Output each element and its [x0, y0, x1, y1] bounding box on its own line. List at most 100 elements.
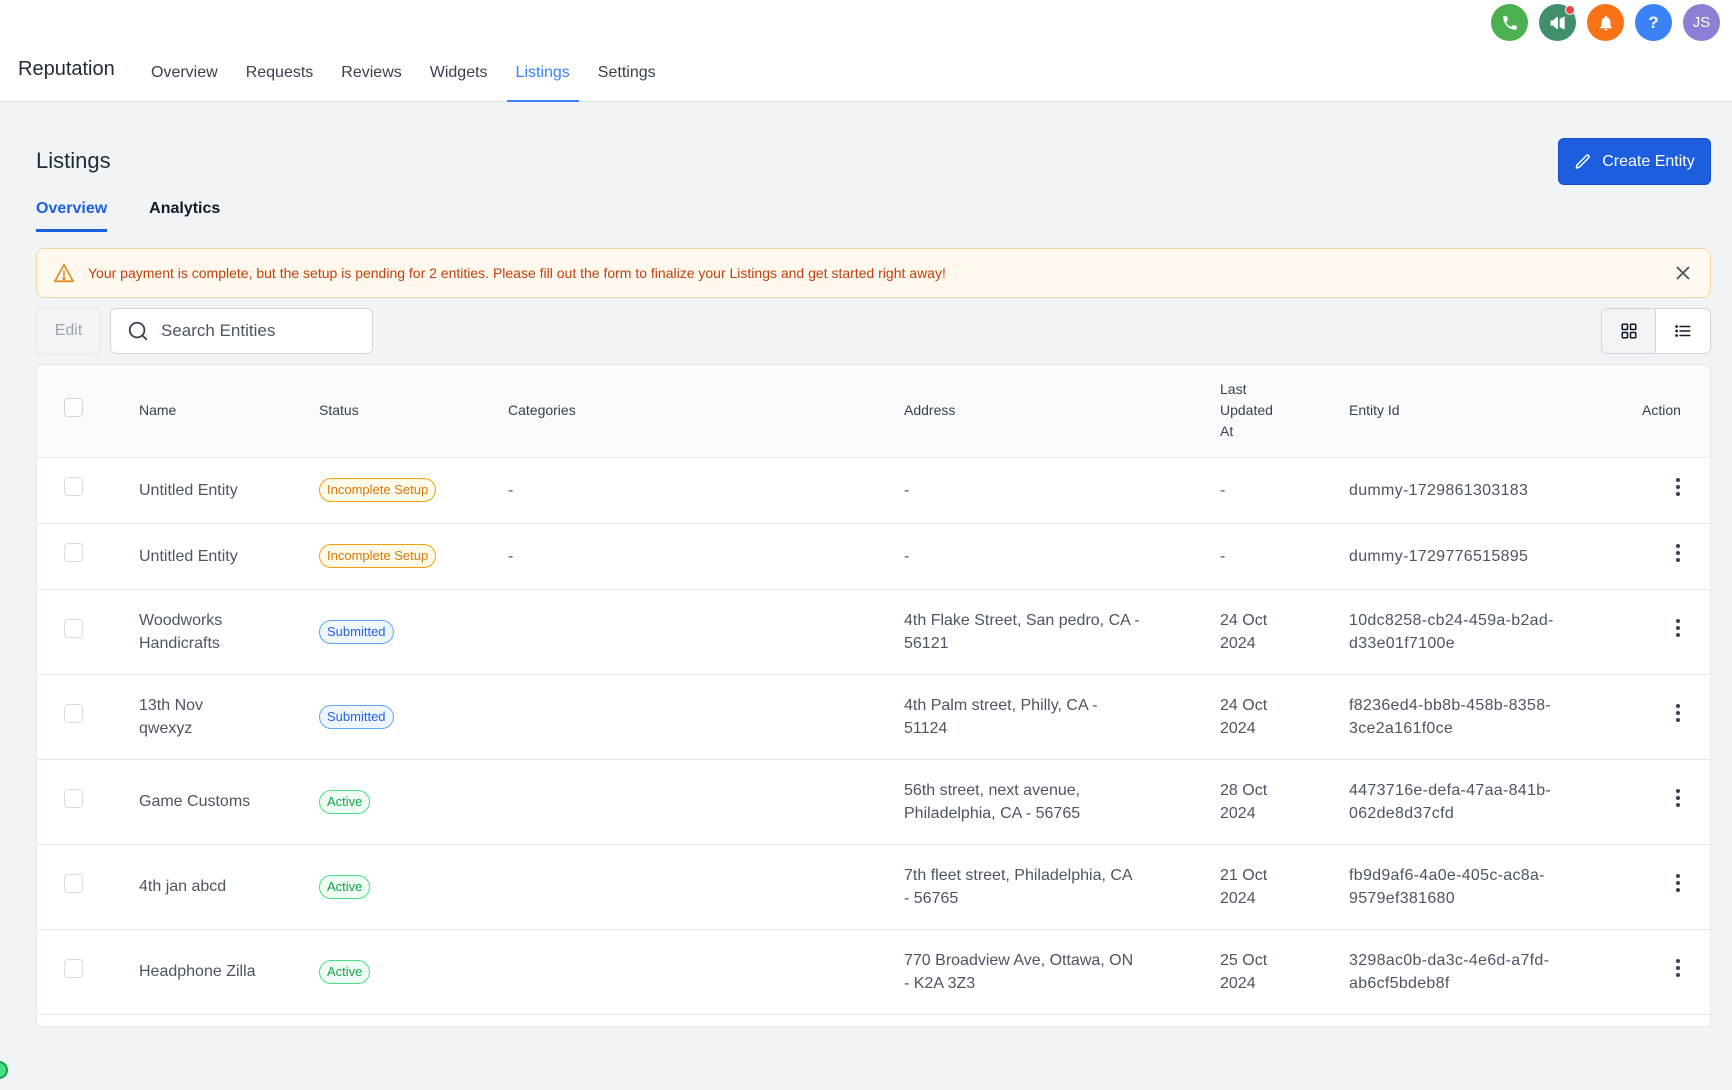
- last-updated-line2: 2024: [1220, 804, 1256, 822]
- column-action: Action: [1639, 365, 1710, 458]
- column-last-updated: Last Updated At: [1220, 365, 1349, 458]
- more-vertical-icon[interactable]: [1666, 786, 1690, 810]
- status-badge: Active: [319, 874, 371, 899]
- page-title: Listings: [36, 148, 111, 173]
- last-updated-line2: 2024: [1220, 889, 1256, 907]
- more-vertical-icon[interactable]: [1666, 701, 1690, 725]
- last-updated-line2: 2024: [1220, 634, 1256, 652]
- nav-settings[interactable]: Settings: [597, 64, 656, 81]
- select-all-checkbox[interactable]: [64, 398, 83, 418]
- entity-id: dummy-1729861303183: [1349, 481, 1529, 499]
- status-badge: Active: [319, 789, 371, 814]
- table-row[interactable]: Game Customs Active 56th street, next aven…: [37, 759, 1710, 845]
- payment-alert: Your payment is complete, but the setup …: [36, 248, 1711, 298]
- last-updated: -: [1220, 547, 1226, 565]
- table-row[interactable]: Untitled Entity Incomplete Setup - - - dummy-…: [37, 457, 1710, 524]
- warning-icon: [54, 263, 74, 283]
- table-header-row: Name Status Categories Address Last Upda…: [37, 365, 1710, 458]
- notification-dot: [1565, 5, 1575, 15]
- entity-name: Untitled Entity: [139, 481, 238, 499]
- row-checkbox[interactable]: [64, 618, 83, 638]
- column-address: Address: [904, 365, 1220, 458]
- entity-address: 4th Flake Street, San pedro, CA -: [904, 611, 1140, 629]
- nav-widgets[interactable]: Widgets: [429, 64, 488, 81]
- last-updated: -: [1220, 481, 1226, 499]
- entity-name: 4th jan abcd: [139, 878, 227, 895]
- top-header: Reputation Overview Requests Reviews Wid…: [0, 0, 1732, 102]
- row-checkbox[interactable]: [64, 873, 83, 893]
- entity-id: dummy-1729776515895: [1349, 547, 1529, 565]
- avatar[interactable]: JS: [1683, 4, 1720, 41]
- list-icon: [1675, 325, 1691, 337]
- row-checkbox[interactable]: [64, 958, 83, 978]
- bell-icon[interactable]: [1587, 4, 1624, 41]
- row-checkbox[interactable]: [64, 703, 83, 723]
- table-row[interactable]: 13th Nov qwexyz Submitted 4th Palm street, …: [37, 674, 1710, 760]
- main-nav: Overview Requests Reviews Widgets Listin…: [151, 54, 684, 102]
- entity-address: 4th Palm street, Philly, CA -: [904, 696, 1098, 714]
- last-updated: 21 Oct: [1220, 866, 1268, 884]
- phone-icon[interactable]: [1491, 4, 1528, 41]
- help-icon[interactable]: ?: [1635, 4, 1672, 41]
- grid-icon: [1621, 323, 1636, 339]
- entity-categories: -: [508, 523, 904, 590]
- entity-categories: [508, 674, 904, 760]
- alert-message: Your payment is complete, but the setup …: [88, 265, 946, 281]
- row-checkbox[interactable]: [64, 543, 83, 562]
- entity-id: 10dc8258-cb24-459a-b2ad-: [1349, 611, 1554, 629]
- entity-id: 4473716e-defa-47aa-841b-: [1349, 781, 1552, 799]
- column-status: Status: [319, 365, 508, 458]
- last-updated: 25 Oct: [1220, 951, 1268, 969]
- column-name: Name: [139, 365, 319, 458]
- close-icon[interactable]: [1672, 262, 1694, 284]
- table-row[interactable]: Headphone Zilla Active 770 Broadview Ave, …: [37, 929, 1710, 1015]
- pencil-icon: [1575, 153, 1591, 169]
- create-entity-button[interactable]: Create Entity: [1558, 138, 1711, 185]
- view-toggle: [1601, 308, 1711, 354]
- status-badge: Incomplete Setup: [319, 544, 437, 568]
- last-updated-line2: 2024: [1220, 719, 1256, 737]
- table-row[interactable]: Woodworks Handicrafts Submitted 4th Flake S…: [37, 589, 1710, 675]
- status-badge: Submitted: [319, 704, 394, 729]
- more-vertical-icon[interactable]: [1666, 541, 1690, 565]
- create-entity-label: Create Entity: [1602, 152, 1695, 170]
- last-updated-line2: 2024: [1220, 974, 1256, 992]
- more-vertical-icon[interactable]: [1666, 956, 1690, 980]
- entity-name-line2: qwexyz: [139, 719, 193, 737]
- entities-table: Name Status Categories Address Last Upda…: [36, 364, 1711, 1027]
- entity-name: 13th Nov: [139, 696, 204, 714]
- edit-button[interactable]: Edit: [36, 308, 101, 354]
- nav-overview[interactable]: Overview: [151, 64, 218, 81]
- header-actions: ? JS: [1480, 4, 1720, 41]
- entity-categories: [508, 929, 904, 1015]
- entity-address: -: [904, 481, 910, 499]
- nav-listings[interactable]: Listings: [506, 54, 580, 102]
- table-row[interactable]: Untitled Entity Incomplete Setup - - - dummy-…: [37, 523, 1710, 590]
- megaphone-icon[interactable]: [1539, 4, 1576, 41]
- entity-id-line2: ab6cf5bdeb8f: [1349, 974, 1450, 992]
- list-view-button[interactable]: [1656, 309, 1710, 353]
- row-checkbox[interactable]: [64, 477, 83, 496]
- column-categories: Categories: [508, 365, 904, 458]
- entity-name: Game Customs: [139, 793, 251, 810]
- more-vertical-icon[interactable]: [1666, 871, 1690, 895]
- tab-analytics[interactable]: Analytics: [149, 200, 221, 217]
- search-input[interactable]: [161, 321, 351, 341]
- status-badge: Incomplete Setup: [319, 478, 437, 502]
- row-checkbox[interactable]: [64, 788, 83, 808]
- nav-reviews[interactable]: Reviews: [341, 64, 402, 81]
- entity-name-line2: Handicrafts: [139, 634, 220, 652]
- grid-view-button[interactable]: [1602, 309, 1657, 353]
- entity-name: Headphone Zilla: [139, 963, 256, 980]
- entity-address-line2: Philadelphia, CA - 56765: [904, 804, 1081, 822]
- more-vertical-icon[interactable]: [1666, 616, 1690, 640]
- entity-id: fb9d9af6-4a0e-405c-ac8a-: [1349, 866, 1545, 884]
- entity-id-line2: 062de8d37cfd: [1349, 804, 1455, 822]
- support-widget-icon[interactable]: [0, 1061, 8, 1079]
- nav-requests[interactable]: Requests: [245, 64, 314, 81]
- tab-overview[interactable]: Overview: [36, 196, 108, 232]
- listing-tabs: Overview Analytics: [36, 196, 262, 232]
- more-vertical-icon[interactable]: [1666, 475, 1690, 499]
- entity-id-line2: 9579ef381680: [1349, 889, 1455, 907]
- table-row[interactable]: 4th jan abcd Active 7th fleet street, Phil…: [37, 844, 1710, 930]
